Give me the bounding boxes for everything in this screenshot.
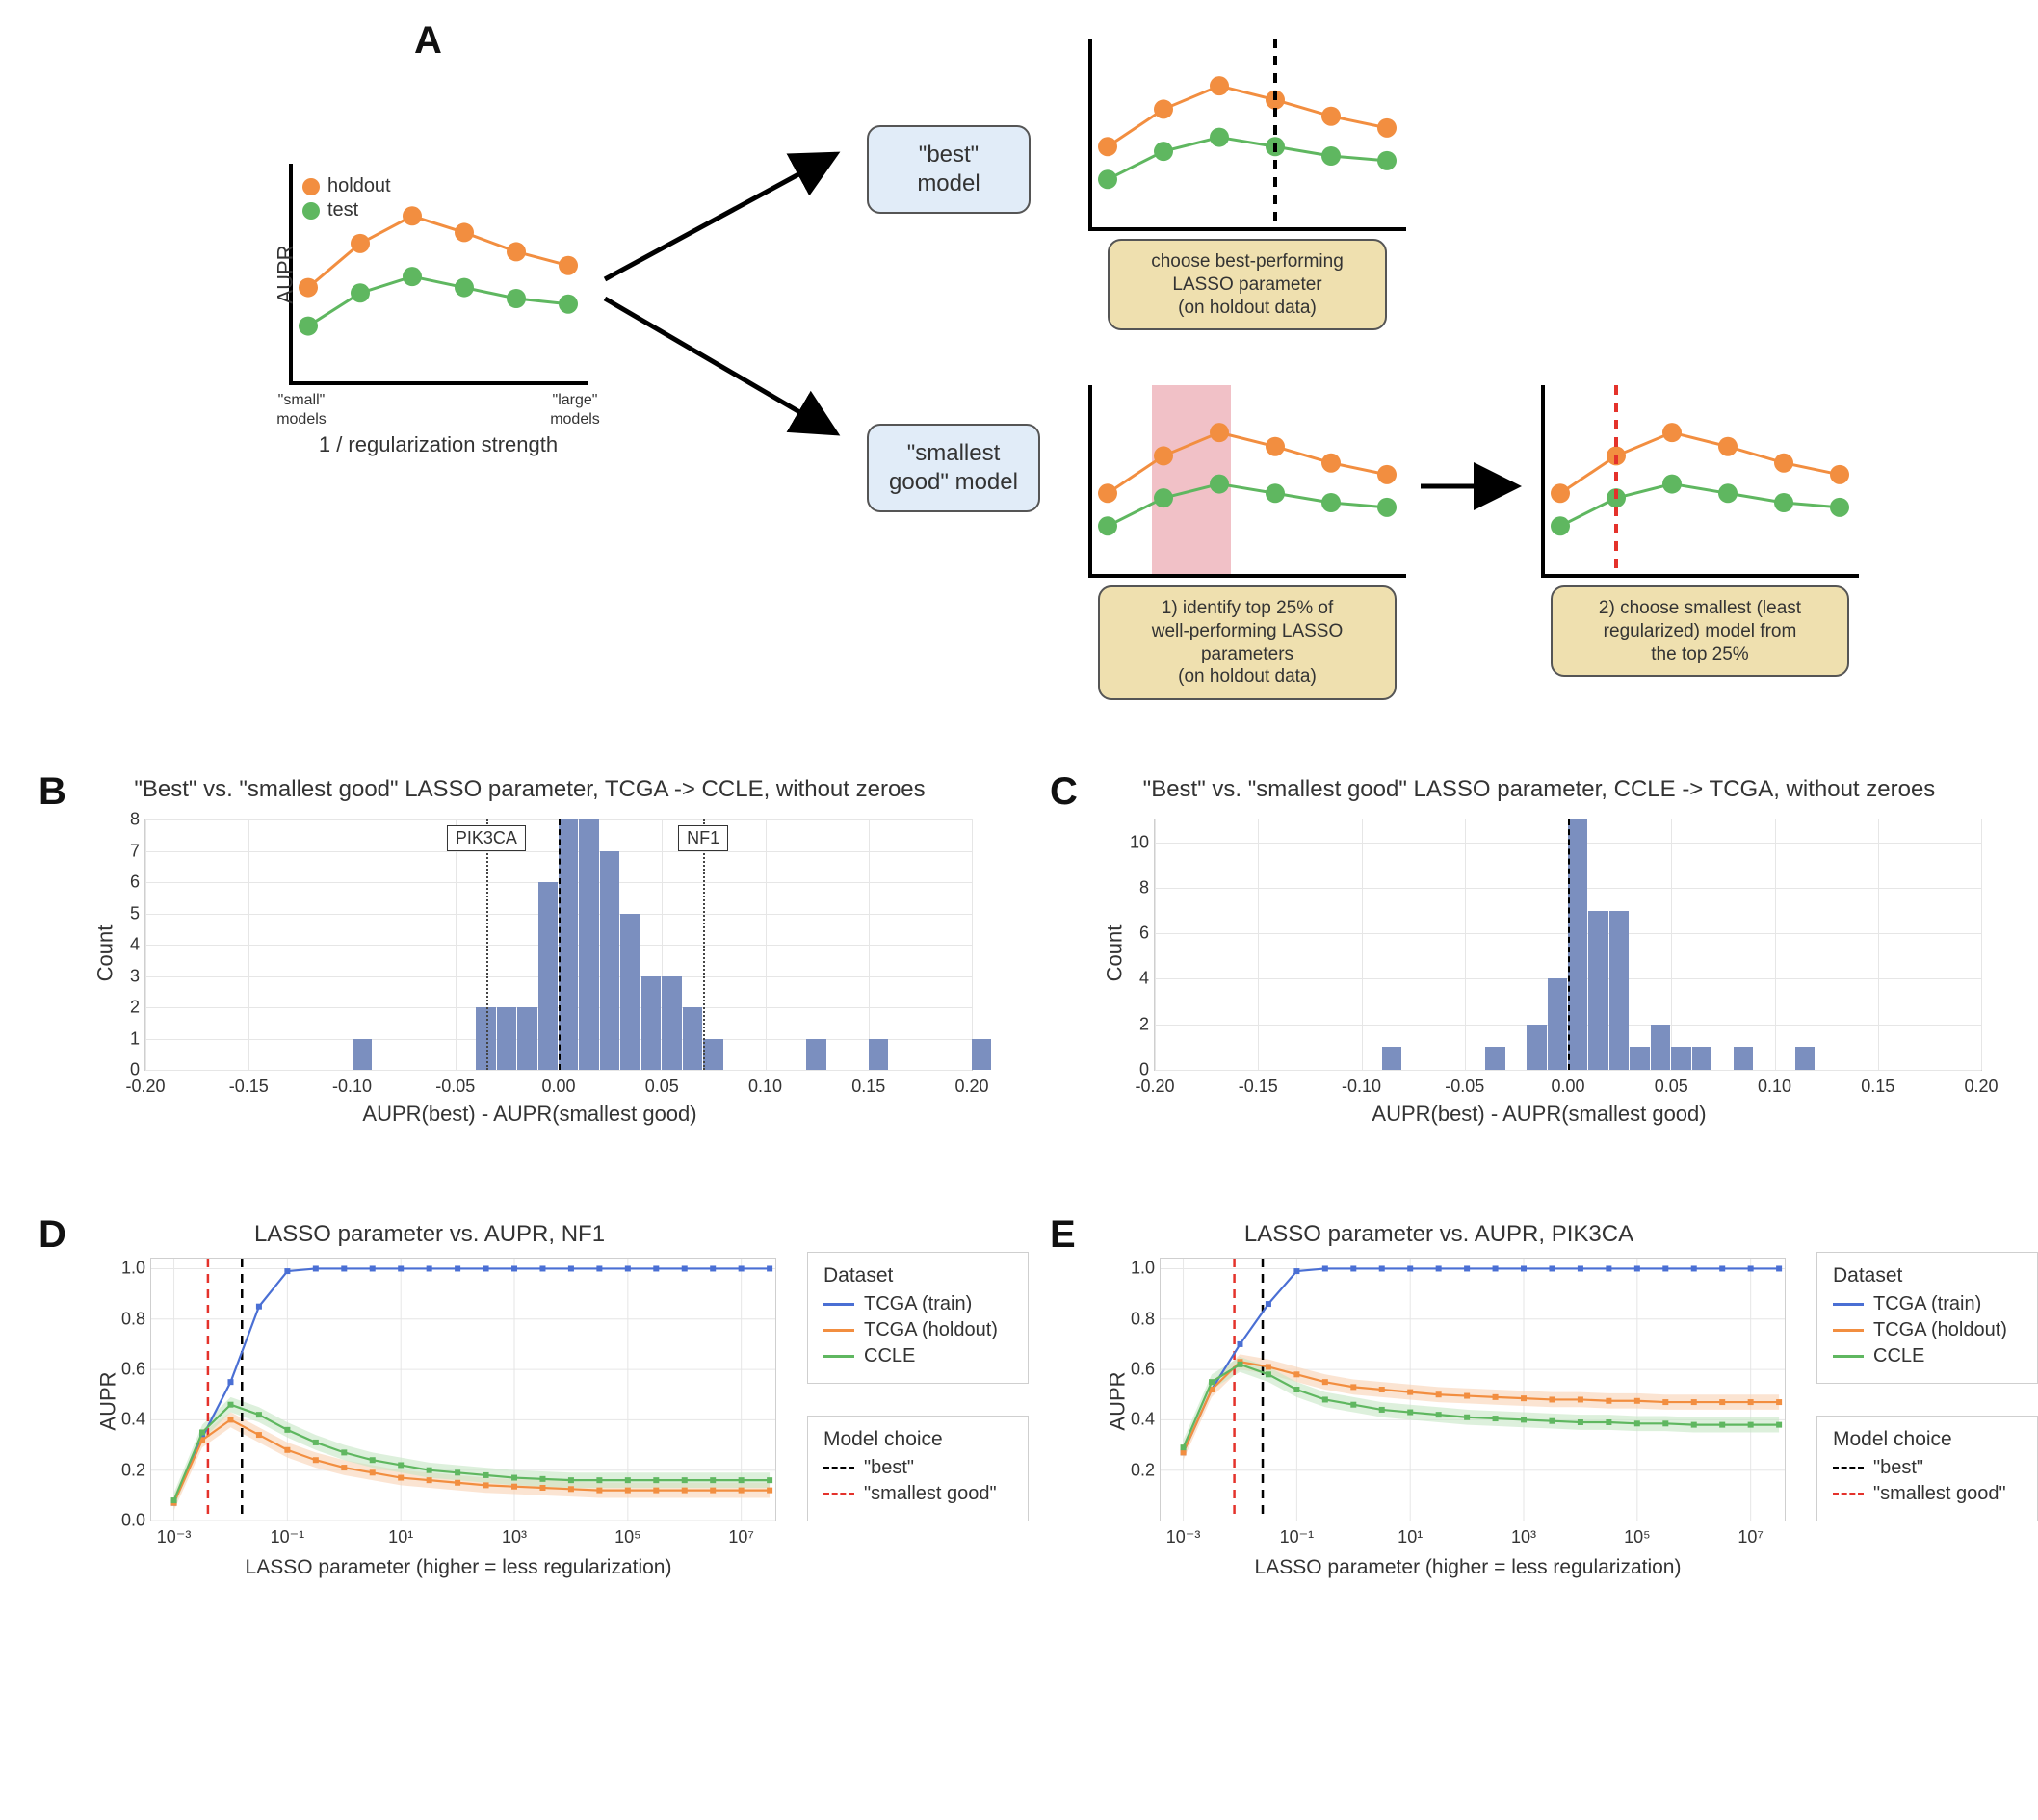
hist-bar (1609, 911, 1629, 1070)
hist-bar (1568, 819, 1587, 1070)
panel-b-histogram: "Best" vs. "smallest good" LASSO paramet… (67, 780, 992, 1127)
mini-plot-best (1088, 39, 1406, 231)
hist-bar (1588, 911, 1607, 1070)
hist-bar (353, 1039, 372, 1071)
legend-dataset-e: DatasetTCGA (train)TCGA (holdout)CCLE (1816, 1252, 2038, 1384)
hist-bar (1671, 1047, 1690, 1070)
chart-title: LASSO parameter vs. AUPR, NF1 (73, 1221, 786, 1248)
hist-bar (1734, 1047, 1753, 1070)
hist-bar (538, 882, 558, 1070)
hist-bar (579, 819, 598, 1070)
panel-label-a: A (414, 19, 442, 63)
mini-plot-step2 (1541, 385, 1859, 578)
chart-title: "Best" vs. "smallest good" LASSO paramet… (1077, 776, 2001, 803)
axis-label-x: LASSO parameter (higher = less regulariz… (131, 1556, 786, 1579)
chart-title: LASSO parameter vs. AUPR, PIK3CA (1083, 1221, 1795, 1248)
legend-item: TCGA (holdout) (823, 1319, 1012, 1341)
legend-item: TCGA (train) (823, 1293, 1012, 1315)
legend-item: "smallest good" (1833, 1483, 2022, 1505)
hist-bar (620, 914, 640, 1071)
hist-bar (1651, 1025, 1670, 1070)
hist-bar (1485, 1047, 1504, 1070)
axis-label-x: AUPR(best) - AUPR(smallest good) (1077, 1102, 2001, 1127)
hist-bar (683, 1007, 702, 1070)
badge-best-model: "best" model (867, 125, 1031, 214)
legend-item: "best" (823, 1457, 1012, 1479)
legend-item: TCGA (holdout) (1833, 1319, 2022, 1341)
panel-label-b: B (39, 770, 66, 814)
legend-item: "smallest good" (823, 1483, 1012, 1505)
hist-bar (1548, 978, 1567, 1070)
hist-bar (1382, 1047, 1401, 1070)
xtick-small-models: "small" models (258, 391, 345, 429)
panel-c-histogram: "Best" vs. "smallest good" LASSO paramet… (1077, 780, 2001, 1127)
legend-modelchoice-e: Model choice"best""smallest good" (1816, 1416, 2038, 1521)
legend-modelchoice-d: Model choice"best""smallest good" (807, 1416, 1029, 1521)
axis-label-x: AUPR(best) - AUPR(smallest good) (67, 1102, 992, 1127)
panel-label-d: D (39, 1213, 66, 1257)
panel-e-linechart: LASSO parameter vs. AUPR, PIK3CA AUPR LA… (1083, 1223, 1795, 1579)
hist-bar (1527, 1025, 1546, 1070)
legend-item: TCGA (train) (1833, 1293, 2022, 1315)
legend-item: CCLE (1833, 1345, 2022, 1367)
hist-bar (703, 1039, 722, 1071)
hist-bar (662, 976, 681, 1071)
axis-label-x: 1 / regularization strength (289, 431, 588, 458)
legend-item: "best" (1833, 1457, 2022, 1479)
arrow-step (1416, 462, 1531, 510)
hist-bar (806, 1039, 825, 1071)
hist-bar (1630, 1047, 1649, 1070)
hist-bar (600, 851, 619, 1071)
axis-label-x: LASSO parameter (higher = less regulariz… (1140, 1556, 1795, 1579)
hist-bar (559, 819, 578, 1070)
mini-plot-schematic: AUPR holdout test (289, 164, 588, 385)
hist-bar (517, 1007, 536, 1070)
hist-bar (972, 1039, 991, 1071)
annotation-label: NF1 (678, 825, 728, 851)
caption-step2: 2) choose smallest (least regularized) m… (1551, 585, 1849, 677)
annotation-label: PIK3CA (447, 825, 526, 851)
legend-item: CCLE (823, 1345, 1012, 1367)
caption-step1: 1) identify top 25% of well-performing L… (1098, 585, 1397, 700)
arrows (595, 125, 865, 472)
hist-bar (497, 1007, 516, 1070)
legend-dataset-d: DatasetTCGA (train)TCGA (holdout)CCLE (807, 1252, 1029, 1384)
panel-label-e: E (1050, 1213, 1076, 1257)
panel-d-linechart: LASSO parameter vs. AUPR, NF1 AUPR LASSO… (73, 1223, 786, 1579)
chart-title: "Best" vs. "smallest good" LASSO paramet… (67, 776, 992, 803)
panel-label-c: C (1050, 770, 1078, 814)
hist-bar (869, 1039, 888, 1071)
caption-best: choose best-performing LASSO parameter (… (1108, 239, 1387, 330)
hist-bar (1692, 1047, 1711, 1070)
figure-root: A B C D E AUPR holdout test "small" mode… (0, 0, 2038, 1820)
hist-bar (641, 976, 661, 1071)
mini-plot-step1 (1088, 385, 1406, 578)
hist-bar (1795, 1047, 1815, 1070)
badge-smallest-good: "smallest good" model (867, 424, 1040, 512)
